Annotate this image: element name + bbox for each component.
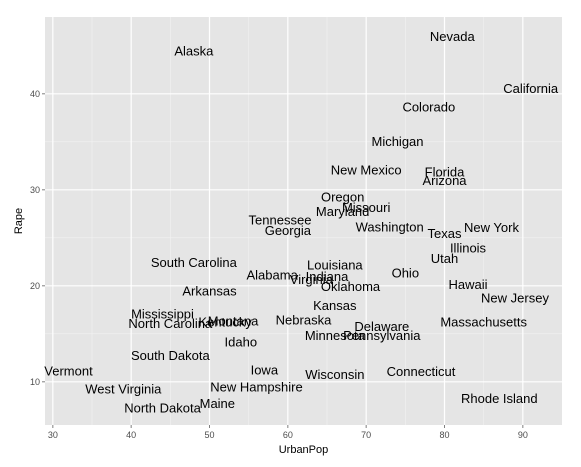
point-label: North Dakota xyxy=(124,401,201,416)
point-label: Florida xyxy=(425,165,466,180)
point-label: Rhode Island xyxy=(461,391,538,406)
x-tick-label: 30 xyxy=(48,430,58,440)
point-label: Michigan xyxy=(371,134,423,149)
point-label: South Carolina xyxy=(151,255,238,270)
point-label: Tennessee xyxy=(249,213,312,228)
point-label: Wisconsin xyxy=(305,367,364,382)
point-label: Kansas xyxy=(313,298,357,313)
point-label: Washington xyxy=(356,219,424,234)
point-label: Massachusetts xyxy=(440,314,527,329)
point-label: West Virginia xyxy=(85,382,162,397)
y-tick-label: 30 xyxy=(30,185,40,195)
point-labels: Alabama Alaska Arizona Arkansas California Co… xyxy=(44,29,559,416)
y-tick-label: 40 xyxy=(30,89,40,99)
x-tick-label: 60 xyxy=(283,430,293,440)
point-label: Illinois xyxy=(450,240,487,255)
point-label: Oregon xyxy=(321,190,364,205)
point-label: New Jersey xyxy=(481,290,549,305)
point-label: Mississippi xyxy=(131,307,194,322)
x-tick-label: 70 xyxy=(361,430,371,440)
point-label: Hawaii xyxy=(448,277,487,292)
point-label: Nevada xyxy=(430,29,476,44)
point-label: Delaware xyxy=(354,319,409,334)
point-label: North Carolina xyxy=(128,316,213,331)
point-label: Nebraska xyxy=(276,312,332,327)
point-label: Alabama xyxy=(247,267,299,282)
point-label: Georgia xyxy=(265,223,312,238)
x-axis-title: UrbanPop xyxy=(279,444,329,456)
point-label: Maine xyxy=(200,396,235,411)
point-label: New Mexico xyxy=(331,163,402,178)
point-label: Colorado xyxy=(402,99,455,114)
point-label: Indiana xyxy=(306,269,349,284)
x-tick-label: 40 xyxy=(126,430,136,440)
point-label: South Dakota xyxy=(131,348,211,363)
x-tick-label: 90 xyxy=(518,430,528,440)
point-label: Vermont xyxy=(44,363,93,378)
point-label: New York xyxy=(464,220,519,235)
point-label: Idaho xyxy=(225,334,258,349)
point-label: Pennsylvania xyxy=(343,328,421,343)
point-label: Maryland xyxy=(316,204,369,219)
point-label: Louisiana xyxy=(307,258,363,273)
point-label: Arkansas xyxy=(182,284,237,299)
point-label: California xyxy=(503,81,559,96)
point-label: Iowa xyxy=(251,362,279,377)
point-label: Minnesota xyxy=(305,328,366,343)
point-label: New Hampshire xyxy=(210,380,302,395)
point-label: Oklahoma xyxy=(321,279,381,294)
x-tick-label: 80 xyxy=(439,430,449,440)
y-tick-label: 10 xyxy=(30,377,40,387)
point-label: Virginia xyxy=(290,272,334,287)
point-label: Utah xyxy=(431,251,458,266)
y-axis-title: Rape xyxy=(13,208,25,234)
point-label: Connecticut xyxy=(387,364,456,379)
point-label: Texas xyxy=(428,226,462,241)
y-tick-label: 20 xyxy=(30,281,40,291)
x-tick-label: 50 xyxy=(204,430,214,440)
grid-lines xyxy=(45,17,562,425)
point-label: Ohio xyxy=(392,265,419,280)
axis-ticks: 30 40 50 60 70 80 90 10 20 30 40 xyxy=(30,89,528,440)
point-label: Alaska xyxy=(174,44,214,59)
point-label: Kentucky xyxy=(198,314,252,329)
point-label: Montana xyxy=(208,313,259,328)
point-label: Missouri xyxy=(342,200,391,215)
point-label: Arizona xyxy=(422,173,467,188)
